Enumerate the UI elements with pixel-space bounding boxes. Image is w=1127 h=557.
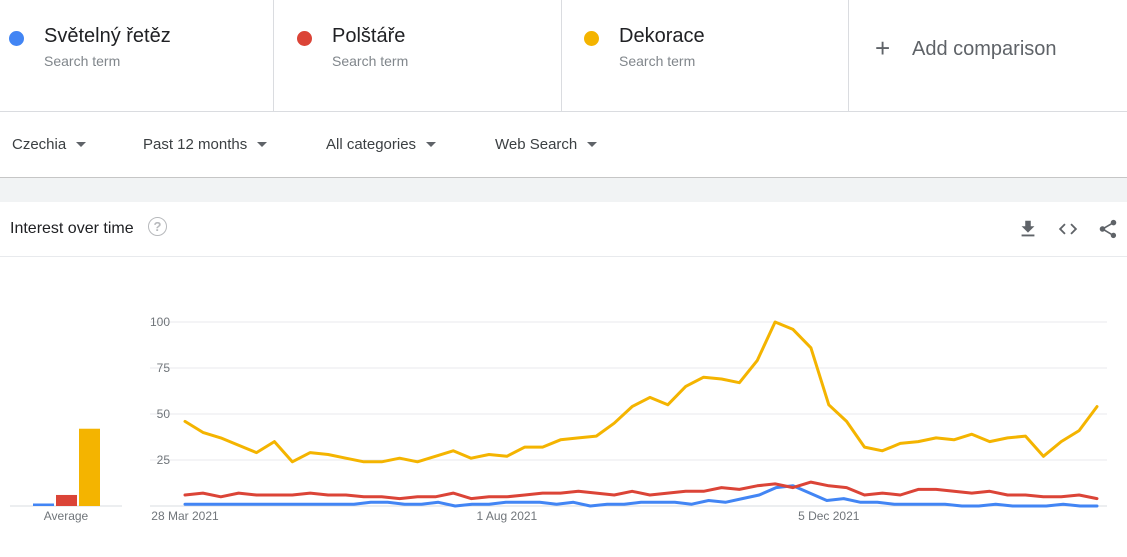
average-bar — [79, 428, 100, 506]
search-type-dropdown[interactable]: Web Search — [495, 136, 598, 153]
plus-icon: + — [875, 33, 891, 63]
term-3-name[interactable]: Dekorace — [619, 25, 705, 47]
term-3[interactable]: Dekorace Search term — [575, 0, 848, 111]
term-3-type: Search term — [619, 53, 696, 69]
term-1-color-dot — [9, 31, 24, 46]
term-2-type: Search term — [332, 53, 409, 69]
add-comparison-label: Add comparison — [912, 38, 1057, 60]
chart-series — [183, 320, 1099, 508]
category-dropdown[interactable]: All categories — [326, 136, 437, 153]
search-type-value: Web Search — [495, 136, 578, 153]
x-axis-labels: 28 Mar 2021 1 Aug 2021 5 Dec 2021 — [151, 509, 859, 523]
y-tick-label: 75 — [157, 361, 171, 375]
embed-code-icon[interactable] — [1057, 218, 1079, 240]
x-tick-label: 5 Dec 2021 — [798, 509, 860, 523]
filters-bar: Czechia Past 12 months All categories We… — [0, 112, 1127, 176]
add-comparison-button[interactable]: + Add comparison — [849, 0, 1127, 111]
average-bar — [56, 494, 77, 506]
series-line-1 — [183, 484, 1099, 508]
term-1-name[interactable]: Světelný řetěz — [44, 25, 171, 47]
term-1[interactable]: Světelný řetěz Search term — [0, 0, 273, 111]
divider — [561, 0, 562, 111]
dropdown-arrow-icon — [257, 141, 268, 147]
term-1-type: Search term — [44, 53, 121, 69]
download-icon[interactable] — [1017, 218, 1039, 240]
share-icon[interactable] — [1097, 218, 1119, 240]
y-tick-label: 50 — [157, 407, 171, 421]
region-value: Czechia — [12, 136, 67, 153]
dropdown-arrow-icon — [76, 141, 87, 147]
interest-over-time-header: Interest over time ? — [0, 201, 1127, 257]
divider — [273, 0, 274, 111]
y-tick-label: 100 — [150, 315, 170, 329]
x-tick-label: 1 Aug 2021 — [477, 509, 538, 523]
dropdown-arrow-icon — [426, 141, 437, 147]
time-range-dropdown[interactable]: Past 12 months — [143, 136, 268, 153]
interest-over-time-chart: 25 50 75 100 Average 28 Mar 2021 1 Aug 2021 5… — [10, 315, 1107, 523]
term-2[interactable]: Polštáře Search term — [288, 0, 561, 111]
help-icon[interactable]: ? — [148, 217, 167, 236]
term-2-name[interactable]: Polštáře — [332, 25, 406, 47]
term-3-color-dot — [584, 31, 599, 46]
average-bar — [33, 503, 54, 506]
x-tick-label: 28 Mar 2021 — [151, 509, 219, 523]
series-line-3 — [183, 320, 1099, 464]
category-value: All categories — [326, 136, 417, 153]
dropdown-arrow-icon — [587, 141, 598, 147]
y-tick-label: 25 — [157, 453, 171, 467]
series-line-2 — [183, 480, 1099, 501]
term-2-color-dot — [297, 31, 312, 46]
section-separator — [0, 177, 1127, 202]
average-label: Average — [44, 509, 89, 523]
card-title: Interest over time — [10, 220, 134, 237]
average-bars: Average — [10, 428, 122, 523]
divider — [848, 0, 849, 111]
search-terms-bar: Světelný řetěz Search term Polštáře Sear… — [0, 0, 1127, 112]
time-range-value: Past 12 months — [143, 136, 248, 153]
chart-grid: 25 50 75 100 — [150, 315, 1107, 507]
region-dropdown[interactable]: Czechia — [12, 136, 87, 153]
